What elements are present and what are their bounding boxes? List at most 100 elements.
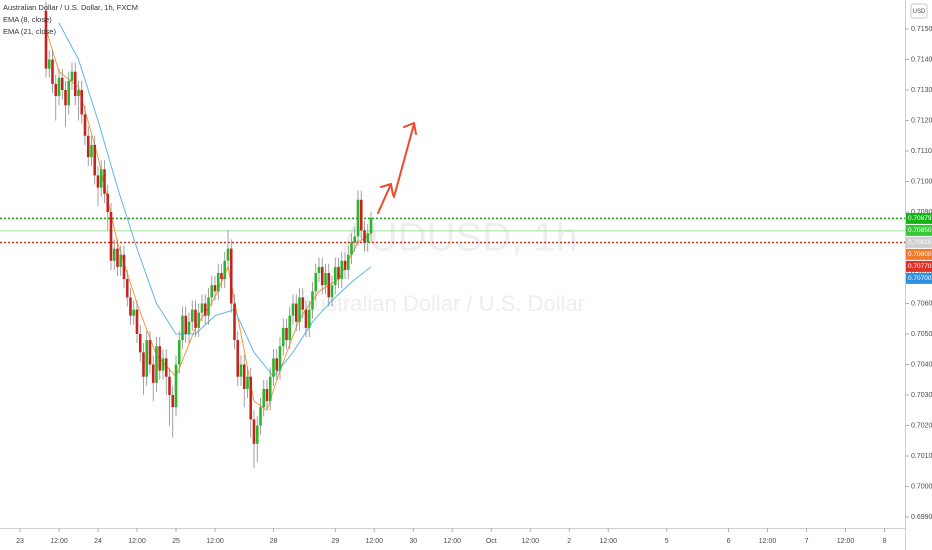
candle-body [93, 144, 97, 176]
candle-body [77, 89, 80, 97]
x-tick-label: 12:00 [128, 538, 146, 545]
candle-body [138, 334, 142, 353]
candle-body [155, 346, 158, 383]
candle-body [249, 376, 253, 420]
legend-title: Australian Dollar / U.S. Dollar, 1h, FXC… [3, 3, 138, 12]
candle-body [272, 358, 275, 377]
x-tick-label: 12:00 [599, 538, 617, 545]
candle-body [51, 59, 54, 84]
x-tick-label: 28 [270, 538, 278, 545]
candle-body [327, 272, 331, 298]
price-tag [906, 236, 932, 248]
candle-body [340, 260, 344, 280]
candle-body [47, 59, 51, 69]
candle-body [187, 321, 191, 335]
candle-body [44, 10, 48, 69]
candle-body [145, 340, 149, 377]
legend-entry: EMA (8, close) [3, 15, 52, 24]
price-tag [906, 272, 932, 284]
currency[interactable]: USD [913, 9, 926, 15]
candle-body [275, 358, 279, 371]
candle-body [181, 315, 184, 341]
candle-body [210, 285, 214, 298]
candle-body [262, 388, 266, 408]
candle-body [122, 254, 126, 280]
candle-body [106, 193, 110, 212]
candle-body [281, 327, 285, 347]
x-tick-label: 12:00 [50, 538, 68, 545]
candle-body [200, 303, 204, 313]
candle-body [164, 358, 168, 377]
candle-body [246, 376, 249, 389]
candle-body [236, 340, 240, 377]
x-tick-label: 23 [16, 538, 24, 545]
candle-body [80, 89, 84, 115]
candle-body [64, 89, 67, 106]
candle-body [67, 80, 71, 106]
candle-body [242, 364, 246, 389]
candle-body [90, 144, 93, 158]
x-tick-label: 30 [409, 538, 417, 545]
price-tag-label: 0.70800 [908, 251, 932, 258]
candle-body [298, 297, 301, 322]
candle-body [142, 352, 145, 377]
candle-body [207, 297, 210, 316]
price-tag [906, 260, 932, 272]
x-tick-label: 29 [331, 538, 339, 545]
candle-body [73, 71, 77, 97]
price-tag-label: 0.70879 [908, 215, 932, 222]
candle-body [96, 175, 100, 188]
candle-body [311, 291, 314, 310]
x-tick-label: 12:00 [206, 538, 224, 545]
candle-body [119, 254, 123, 267]
price-tag [906, 224, 932, 236]
candle-body [369, 218, 373, 234]
candle-body [54, 83, 58, 97]
candle-body [233, 303, 236, 341]
price-tag [906, 248, 932, 260]
candle-body [307, 309, 311, 328]
drawn-arrows [377, 122, 417, 214]
watermark-subtitle: Australian Dollar / U.S. Dollar [299, 291, 585, 316]
x-tick-label: 8 [883, 538, 887, 545]
candle-body [350, 242, 353, 255]
candle-body [324, 272, 327, 286]
candle-body [359, 199, 363, 231]
candle-body [190, 309, 194, 322]
currency-box[interactable] [910, 3, 928, 19]
candle-body [291, 303, 295, 316]
candle-body [171, 395, 175, 408]
candle-body [229, 248, 233, 304]
candle-body [330, 285, 334, 298]
candle-body [333, 266, 337, 286]
candle-body [223, 260, 227, 280]
candle-body [148, 340, 152, 365]
candle-body [366, 233, 370, 243]
x-tick-label: 12:00 [837, 538, 855, 545]
candle-body [83, 114, 87, 136]
candle-body [268, 376, 272, 402]
legend-entry: EMA (21, close) [3, 27, 56, 36]
watermark: AUDUSD, 1h [342, 216, 578, 260]
candle-body [99, 169, 103, 188]
candle-body [57, 77, 61, 97]
x-tick-label: 7 [805, 538, 809, 545]
candle-body [259, 407, 262, 426]
candle-body [320, 266, 324, 286]
candle-body [116, 248, 119, 267]
candle-body [343, 260, 347, 270]
candle-body [301, 297, 305, 310]
candle-body [220, 272, 223, 280]
candle-body [86, 135, 90, 158]
